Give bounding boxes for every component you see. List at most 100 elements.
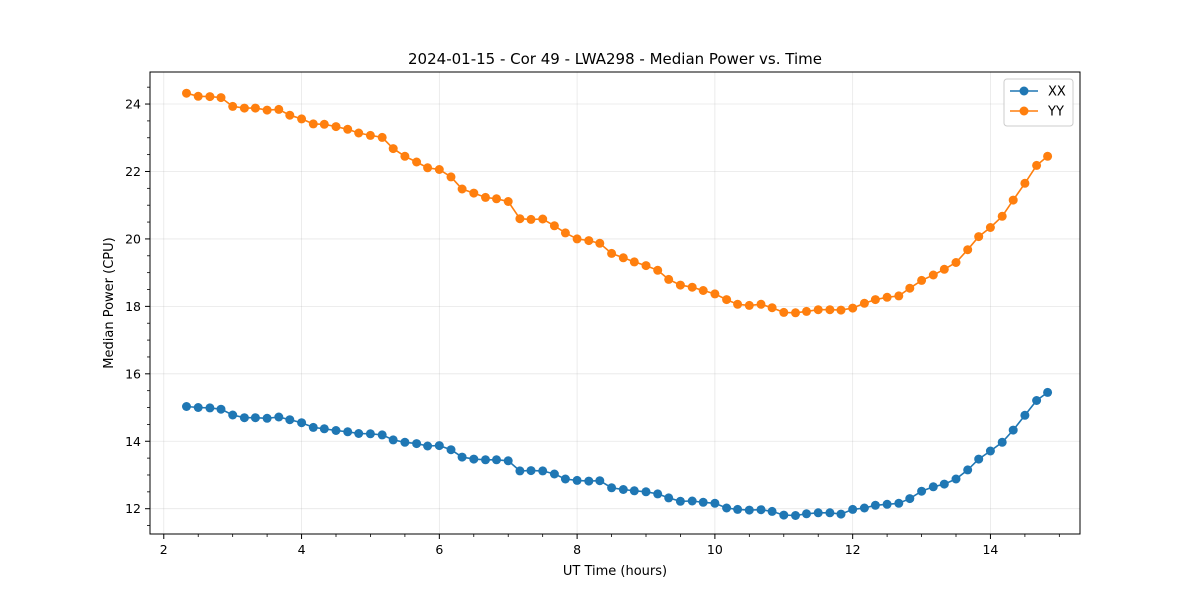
point-yy [423, 163, 433, 173]
point-xx [859, 503, 869, 513]
point-xx [653, 489, 663, 499]
legend: XX YY [1003, 78, 1074, 127]
point-yy [481, 192, 490, 202]
point-xx [285, 415, 295, 425]
point-yy [618, 253, 628, 263]
point-xx [779, 510, 789, 520]
point-xx [698, 497, 708, 507]
point-xx [446, 445, 456, 455]
point-xx [733, 504, 743, 514]
point-yy [457, 184, 467, 194]
point-xx [526, 466, 536, 476]
point-yy [791, 308, 800, 318]
x-tick-label: 14 [982, 542, 998, 557]
point-yy [492, 194, 501, 204]
point-yy [515, 214, 525, 224]
legend-label-yy: YY [1047, 105, 1064, 120]
point-yy [767, 303, 777, 313]
point-xx [469, 454, 479, 464]
point-yy [825, 305, 835, 315]
point-yy [985, 223, 995, 232]
point-xx [997, 437, 1007, 447]
point-yy [434, 165, 444, 174]
x-tick-label: 6 [435, 542, 443, 557]
point-xx [193, 403, 203, 412]
point-yy [560, 228, 570, 238]
point-yy [1008, 195, 1018, 205]
legend-marker-xx [1019, 86, 1029, 96]
point-yy [469, 188, 479, 198]
point-yy [675, 280, 685, 290]
point-xx [343, 427, 353, 437]
point-yy [308, 119, 318, 129]
point-yy [848, 303, 858, 313]
point-yy [228, 101, 238, 111]
point-xx [641, 487, 651, 497]
point-xx [308, 422, 318, 432]
point-xx [664, 493, 674, 503]
series-line-xx [186, 391, 1049, 517]
point-yy [802, 306, 811, 316]
point-xx [331, 426, 341, 435]
point-xx [687, 496, 697, 506]
point-xx [297, 418, 307, 428]
point-yy [917, 275, 927, 285]
point-xx [767, 506, 777, 516]
x-tick-label: 8 [573, 542, 581, 557]
point-xx [836, 509, 846, 519]
point-yy [572, 234, 582, 244]
point-yy [905, 283, 915, 293]
point-xx [963, 465, 973, 475]
point-yy [779, 307, 789, 317]
point-xx [388, 435, 398, 445]
point-xx [503, 456, 513, 466]
legend-label-xx: XX [1048, 85, 1066, 100]
point-xx [400, 437, 410, 447]
point-xx [951, 474, 961, 484]
point-yy [388, 144, 398, 154]
point-xx [250, 413, 260, 423]
point-yy [584, 236, 594, 246]
point-xx [722, 503, 732, 513]
point-yy [664, 274, 674, 284]
y-tick-label: 22 [125, 164, 141, 179]
point-xx [457, 452, 467, 462]
point-xx [928, 482, 938, 492]
point-yy [629, 257, 639, 267]
plot-frame [149, 71, 1081, 535]
point-yy [205, 92, 215, 102]
point-xx [1020, 410, 1030, 420]
point-xx [481, 455, 490, 465]
x-tick-label: 2 [160, 542, 168, 557]
point-xx [595, 476, 605, 486]
point-xx [515, 466, 525, 476]
point-yy [882, 292, 892, 302]
point-yy [1020, 178, 1030, 188]
point-yy [343, 124, 353, 134]
point-xx [1043, 387, 1053, 397]
point-xx [182, 402, 191, 411]
series-layer [182, 88, 1053, 520]
point-yy [285, 110, 295, 120]
point-xx [744, 505, 754, 515]
point-yy [1043, 151, 1053, 161]
point-xx [1032, 396, 1042, 405]
point-yy [928, 270, 938, 280]
point-xx [412, 439, 422, 449]
series-line-yy [186, 92, 1049, 314]
point-xx [423, 441, 433, 451]
point-xx [813, 508, 823, 518]
point-xx [560, 474, 570, 484]
point-xx [572, 475, 582, 485]
x-axis-label: UT Time (hours) [563, 564, 667, 579]
chart-title: 2024-01-15 - Cor 49 - LWA298 - Median Po… [408, 50, 822, 68]
point-xx [894, 498, 904, 508]
point-xx [974, 454, 984, 464]
y-tick-label: 18 [125, 299, 141, 314]
x-tick-label: 4 [298, 542, 306, 557]
x-tick-label: 10 [707, 542, 723, 557]
point-yy [526, 214, 536, 224]
point-xx [492, 455, 501, 465]
